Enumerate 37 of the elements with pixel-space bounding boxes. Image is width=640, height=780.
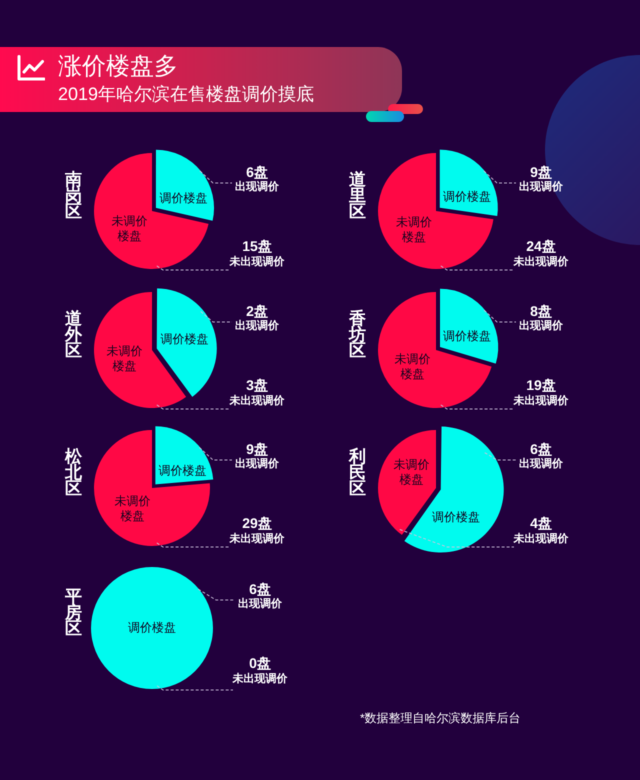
- data-label: 8盘出现调价: [519, 302, 564, 332]
- data-label: 3盘未出现调价: [228, 376, 286, 408]
- text: 0盘未出现调价: [232, 654, 288, 686]
- text: 利民区: [348, 447, 367, 498]
- slice-label: 调价楼盘: [160, 332, 208, 346]
- slice-label: 调价楼盘: [128, 620, 176, 634]
- text: 道外区: [64, 309, 83, 360]
- slice-label: 未调价楼盘: [394, 352, 431, 382]
- data-label: 9盘出现调价: [519, 164, 564, 194]
- text: 松北区: [64, 447, 83, 498]
- slice-label: 调价楼盘: [442, 190, 491, 204]
- data-label: 19盘未出现调价: [512, 376, 570, 408]
- data-label: 2盘出现调价: [235, 302, 280, 332]
- slice-label: 未调价楼盘: [106, 344, 142, 373]
- data-label: 6盘出现调价: [235, 164, 280, 194]
- text: 南岗区: [64, 170, 83, 221]
- text: 平房区: [64, 587, 83, 638]
- slice-label: 调价楼盘: [159, 191, 208, 206]
- slice-label: 未调价楼盘: [111, 214, 148, 243]
- slice-label: 未调价楼盘: [114, 494, 150, 524]
- data-label: 9盘出现调价: [235, 440, 280, 470]
- data-label: 6盘出现调价: [519, 440, 564, 470]
- data-label: 4盘未出现调价: [512, 514, 570, 546]
- data-label: 15盘未出现调价: [228, 238, 286, 268]
- data-label: 6盘出现调价: [238, 580, 283, 610]
- slice-label: 未调价楼盘: [396, 214, 432, 244]
- slice-label: 调价楼盘: [443, 329, 492, 344]
- text: 道里区: [348, 170, 367, 221]
- text: 2019年哈尔滨在售楼盘调价摸底: [58, 83, 314, 105]
- text: 香坊区: [348, 309, 367, 360]
- slice-label: 未调价楼盘: [394, 457, 430, 486]
- data-label: 29盘未出现调价: [228, 514, 286, 546]
- data-label: 24盘未出现调价: [512, 238, 570, 268]
- slice-label: 调价楼盘: [432, 510, 480, 524]
- slice-label: 调价楼盘: [158, 463, 207, 478]
- text: *数据整理自哈尔滨数据库后台: [360, 710, 521, 726]
- text: 涨价楼盘多: [58, 53, 178, 81]
